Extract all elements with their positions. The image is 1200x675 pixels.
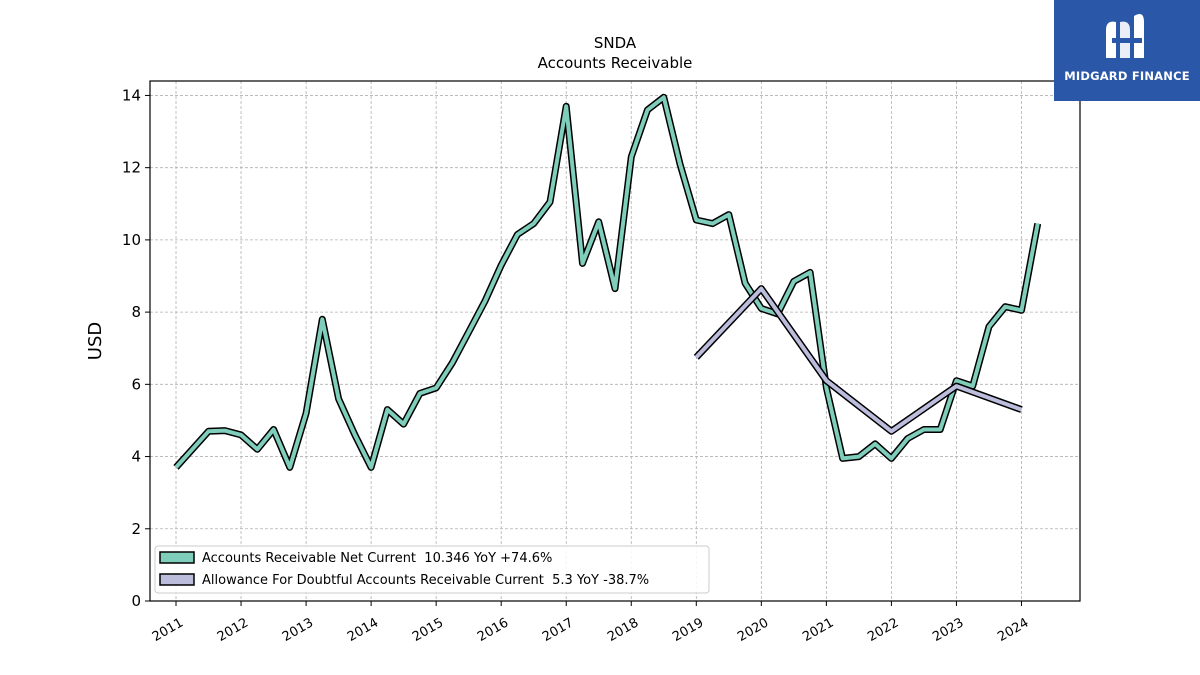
series-layer <box>173 93 1042 471</box>
y-tick-label: 10 <box>122 231 141 249</box>
y-tick-label: 2 <box>131 520 141 538</box>
logo-mark-icon <box>1106 14 1144 58</box>
x-tick-label: 2018 <box>605 615 641 645</box>
x-tick-label: 2023 <box>930 615 966 645</box>
y-axis-label: USD <box>85 322 106 360</box>
x-tick-label: 2016 <box>475 615 511 645</box>
y-tick-label: 0 <box>131 592 141 610</box>
x-tick-label: 2020 <box>735 615 771 645</box>
x-tick-label: 2013 <box>280 615 316 645</box>
x-tick-label: 2021 <box>800 615 836 645</box>
chart-subtitle: Accounts Receivable <box>538 54 693 72</box>
x-tick-label: 2024 <box>995 615 1031 645</box>
x-tick-label: 2022 <box>865 615 901 645</box>
x-tick-label: 2019 <box>670 615 706 645</box>
logo-text: MIDGARD FINANCE <box>1064 69 1190 83</box>
series-1-line <box>694 286 1023 434</box>
legend-label-receivable: Accounts Receivable Net Current 10.346 Y… <box>202 551 552 566</box>
series-0-line <box>174 95 1040 470</box>
legend-swatch-receivable <box>159 551 195 564</box>
legend-swatch-allowance <box>159 573 195 586</box>
grid <box>150 81 1080 602</box>
legend-box <box>154 545 710 594</box>
x-tick-label: 2015 <box>410 615 446 645</box>
legend: Accounts Receivable Net Current 10.346 Y… <box>154 545 710 594</box>
y-tick-label: 12 <box>122 159 141 177</box>
plot-frame <box>149 80 1081 602</box>
x-tick-label: 2012 <box>215 615 251 645</box>
brand-logo: MIDGARD FINANCE <box>1054 0 1200 101</box>
y-tick-label: 6 <box>131 375 141 393</box>
x-tick-label: 2014 <box>345 615 381 645</box>
x-tick-label: 2017 <box>540 615 576 645</box>
y-tick-label: 14 <box>122 86 141 104</box>
legend-label-allowance: Allowance For Doubtful Accounts Receivab… <box>202 573 649 588</box>
y-tick-label: 8 <box>131 303 141 321</box>
y-tick-label: 4 <box>131 448 141 466</box>
x-tick-label: 2011 <box>150 615 186 645</box>
chart-title: SNDA <box>594 34 637 52</box>
series-1-outline <box>693 285 1023 435</box>
